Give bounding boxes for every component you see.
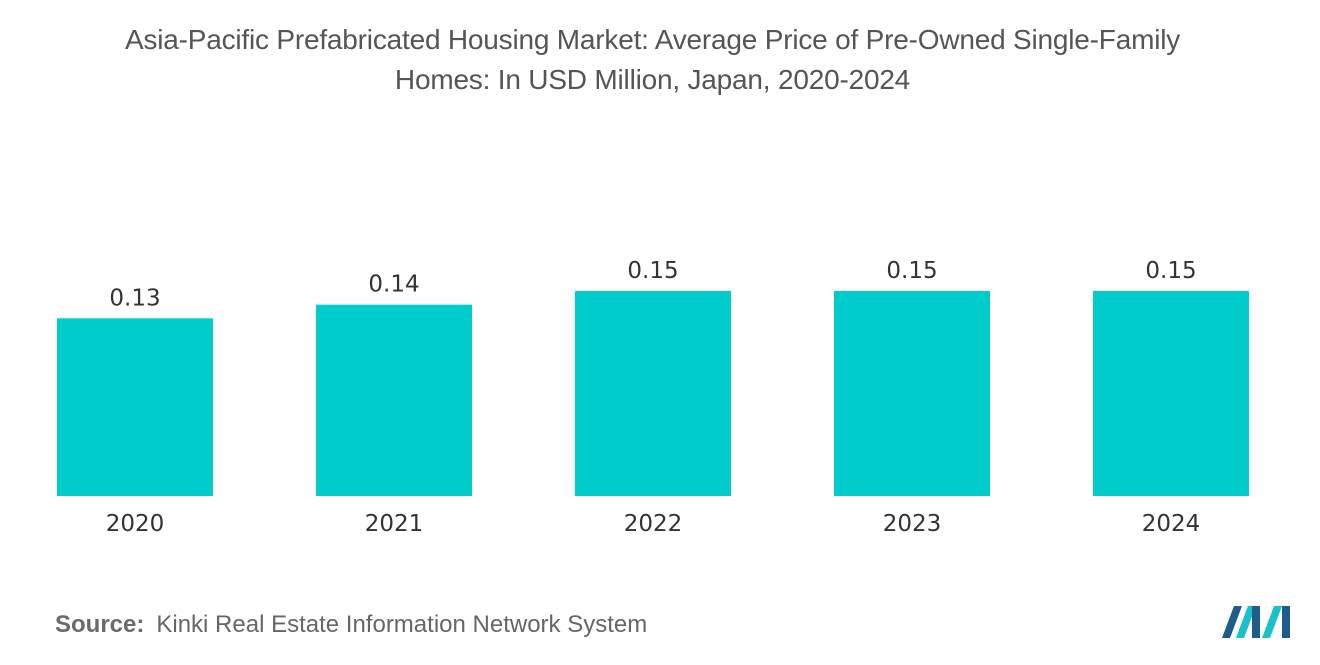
x-tick-label-2024: 2024 bbox=[1142, 511, 1201, 537]
bar-2024 bbox=[1093, 291, 1249, 496]
chart-title-line-1: Asia-Pacific Prefabricated Housing Marke… bbox=[124, 24, 1181, 55]
mordor-intelligence-logo bbox=[1222, 606, 1290, 638]
x-tick-label-2021: 2021 bbox=[365, 511, 424, 537]
x-tick-label-2022: 2022 bbox=[624, 511, 683, 537]
logo-stroke-1 bbox=[1222, 606, 1242, 638]
logo-stroke-4 bbox=[1262, 606, 1282, 638]
chart-title-line-2: Homes: In USD Million, Japan, 2020-2024 bbox=[394, 64, 911, 95]
chart-title: Asia-Pacific Prefabricated Housing Marke… bbox=[0, 20, 1305, 100]
logo-stroke-5 bbox=[1282, 606, 1290, 638]
x-tick-label-2020: 2020 bbox=[106, 511, 165, 537]
source-note: Source: Kinki Real Estate Information Net… bbox=[55, 611, 647, 639]
bar-2020 bbox=[57, 318, 213, 496]
source-label: Source: bbox=[55, 611, 145, 638]
value-label-2021: 0.14 bbox=[368, 272, 419, 298]
bar-2022 bbox=[575, 291, 731, 496]
logo-stroke-3 bbox=[1252, 606, 1260, 638]
bar-chart: 0.13 2020 0.14 2021 0.15 2022 0.15 2023 0.15 2024 bbox=[57, 258, 1249, 537]
value-label-2022: 0.15 bbox=[627, 258, 678, 284]
bar-2021 bbox=[316, 304, 472, 496]
value-label-2023: 0.15 bbox=[886, 258, 937, 284]
x-tick-label-2023: 2023 bbox=[883, 511, 942, 537]
bar-2023 bbox=[834, 291, 990, 496]
value-label-2024: 0.15 bbox=[1145, 258, 1196, 284]
value-label-2020: 0.13 bbox=[109, 285, 160, 311]
logo-stroke-2 bbox=[1236, 606, 1256, 638]
source-text: Kinki Real Estate Information Network Sy… bbox=[156, 611, 648, 638]
